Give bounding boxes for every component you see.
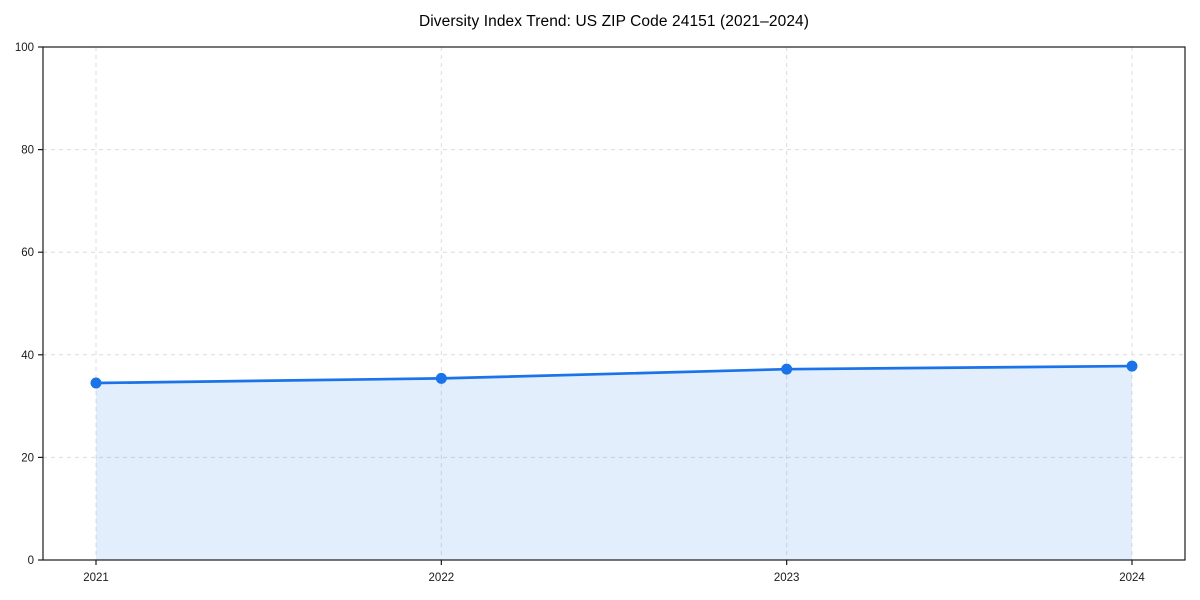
x-tick-label: 2021	[83, 572, 109, 584]
y-tick-label: 20	[21, 452, 34, 464]
data-point	[1126, 360, 1138, 372]
x-tick-label: 2024	[1119, 572, 1145, 584]
plot-border	[42, 46, 1186, 561]
data-point	[90, 377, 102, 389]
y-tick-label: 0	[28, 555, 34, 567]
y-tick-label: 60	[21, 247, 34, 259]
chart-title: Diversity Index Trend: US ZIP Code 24151…	[418, 13, 810, 30]
trend-line	[94, 364, 1134, 385]
data-point	[435, 372, 447, 384]
y-tick-label: 40	[21, 350, 34, 362]
y-tick-label: 80	[21, 145, 34, 157]
x-tick-label: 2022	[429, 572, 455, 584]
data-point	[781, 363, 793, 375]
y-tick-label: 100	[15, 42, 34, 54]
x-tick-label: 2023	[774, 572, 800, 584]
area-fill	[96, 366, 1132, 560]
